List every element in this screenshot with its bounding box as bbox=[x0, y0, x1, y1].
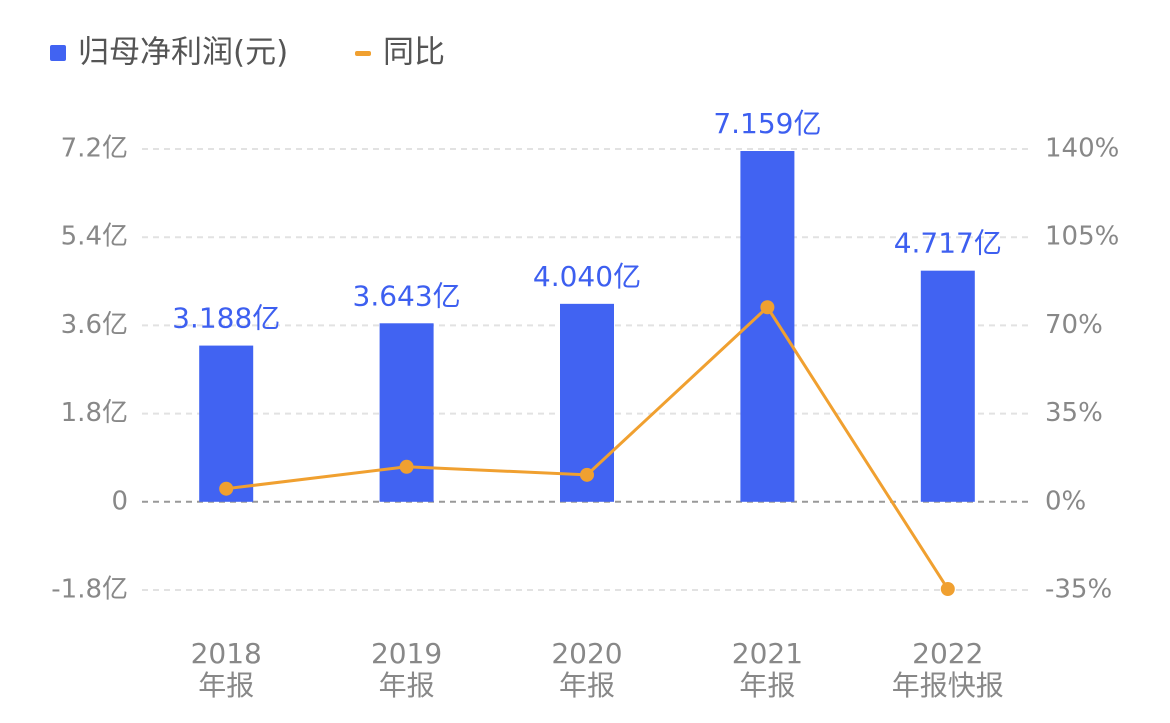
bar bbox=[740, 151, 795, 502]
y-tick-label: 7.2亿 bbox=[61, 134, 128, 164]
x-tick-label: 2020 年报 bbox=[551, 637, 622, 702]
x-tick-label: 2022 年报快报 bbox=[892, 637, 1004, 702]
x-tick-label: 2019 年报 bbox=[371, 637, 442, 702]
value-label: 3.188亿 bbox=[172, 302, 280, 335]
y2-tick-label: 70% bbox=[1045, 310, 1103, 340]
bar bbox=[920, 270, 975, 502]
value-label: 7.159亿 bbox=[713, 107, 821, 140]
x-tick-label: 2021 年报 bbox=[732, 637, 803, 702]
line-point bbox=[219, 481, 234, 496]
y-tick-label: 5.4亿 bbox=[61, 222, 128, 252]
value-label: 4.040亿 bbox=[533, 260, 641, 293]
value-label: 4.717亿 bbox=[894, 227, 1002, 260]
legend-swatch bbox=[50, 45, 66, 61]
y-tick-label: 3.6亿 bbox=[61, 310, 128, 340]
y-tick-label: 0 bbox=[111, 486, 128, 516]
value-label: 3.643亿 bbox=[353, 279, 461, 312]
y2-tick-label: 0% bbox=[1045, 486, 1086, 516]
legend-label: 归母净利润(元) bbox=[78, 35, 288, 71]
line-point bbox=[760, 300, 775, 315]
y2-tick-label: 105% bbox=[1045, 222, 1119, 252]
legend-label: 同比 bbox=[383, 35, 445, 71]
y-tick-label: 1.8亿 bbox=[61, 398, 128, 428]
bar bbox=[199, 345, 254, 502]
x-tick-label: 2018 年报 bbox=[191, 637, 262, 702]
line-point bbox=[580, 467, 594, 482]
legend-swatch bbox=[355, 51, 371, 56]
line-point bbox=[940, 581, 955, 596]
line-point bbox=[399, 459, 414, 474]
y2-tick-label: 35% bbox=[1045, 398, 1103, 428]
y-tick-label: -1.8亿 bbox=[51, 575, 128, 605]
bar bbox=[379, 323, 434, 502]
y2-tick-label: -35% bbox=[1045, 575, 1112, 605]
y2-tick-label: 140% bbox=[1045, 134, 1119, 164]
